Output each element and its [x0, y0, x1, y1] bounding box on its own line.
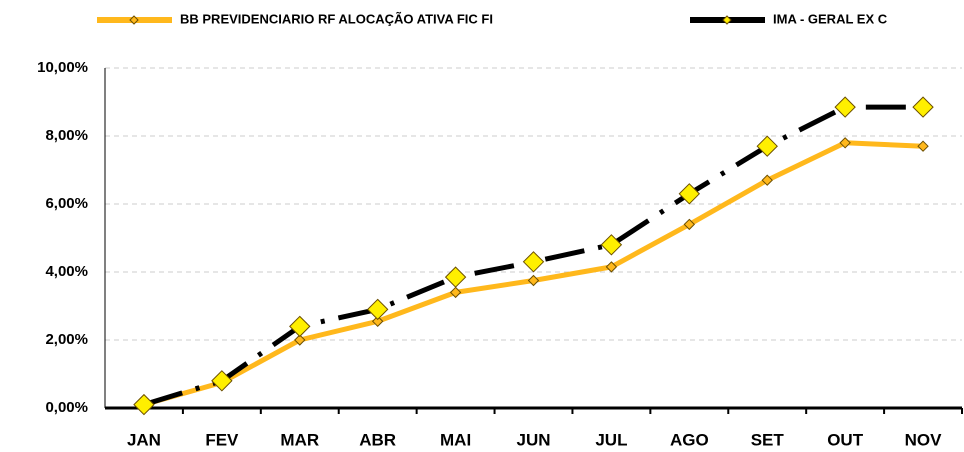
- series-line: [143, 140, 924, 408]
- legend-marker: [129, 15, 139, 25]
- y-tick-label: 4,00%: [45, 263, 88, 280]
- point: [133, 393, 155, 416]
- point: [522, 251, 545, 273]
- x-tick-label: AGO: [670, 430, 709, 449]
- point: [600, 234, 623, 256]
- point: [527, 274, 540, 287]
- point: [371, 315, 384, 328]
- x-tick-label: MAI: [440, 430, 471, 449]
- point: [444, 266, 467, 288]
- y-tick-label: 6,00%: [45, 195, 88, 212]
- point: [761, 174, 773, 186]
- point: [839, 137, 851, 149]
- point: [294, 334, 306, 346]
- x-tick-label: SET: [751, 430, 785, 449]
- point: [678, 183, 701, 205]
- point: [211, 370, 233, 392]
- y-tick-label: 10,00%: [37, 59, 88, 76]
- point: [834, 96, 856, 118]
- x-tick-label: JUL: [595, 430, 627, 449]
- legend-label: IMA - GERAL EX C: [773, 11, 888, 26]
- legend-marker: [722, 15, 732, 25]
- x-tick-label: NOV: [905, 430, 943, 449]
- x-tick-label: JUN: [516, 430, 550, 449]
- point: [683, 218, 696, 231]
- point: [605, 261, 618, 273]
- point: [912, 96, 934, 118]
- x-tick-label: OUT: [827, 430, 864, 449]
- point: [366, 298, 389, 321]
- x-tick-label: ABR: [359, 430, 396, 449]
- y-tick-label: 8,00%: [45, 127, 88, 144]
- x-tick-label: FEV: [205, 430, 239, 449]
- point: [289, 315, 311, 338]
- x-tick-label: JAN: [127, 430, 161, 449]
- x-tick-label: MAR: [280, 430, 319, 449]
- y-tick-label: 2,00%: [45, 331, 88, 348]
- point: [917, 140, 929, 152]
- point: [449, 286, 462, 299]
- series-line: [143, 104, 924, 407]
- legend-label: BB PREVIDENCIARIO RF ALOCAÇÃO ATIVA FIC …: [180, 11, 493, 26]
- y-tick-label: 0,00%: [45, 399, 88, 416]
- point: [756, 135, 778, 157]
